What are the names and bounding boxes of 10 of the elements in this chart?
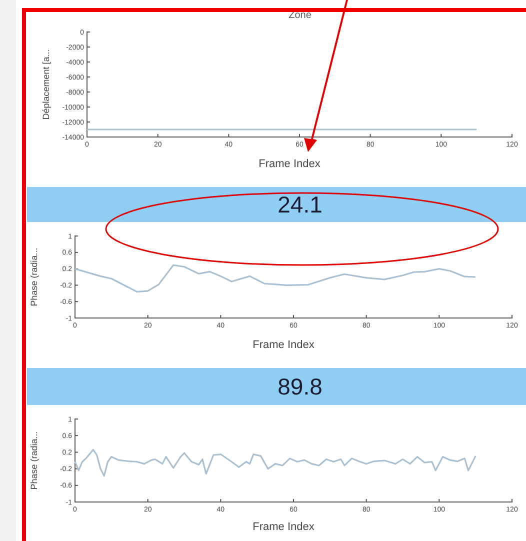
chart-title: 24.1: [278, 192, 322, 218]
y-axis-title: Déplacement [a...: [41, 49, 51, 120]
x-axis-title: Frame Index: [258, 158, 321, 170]
y-axis-title: Phase (radia...: [29, 248, 39, 306]
x-axis-title: Frame Index: [252, 339, 315, 351]
line-series: [74, 448, 476, 477]
line-series: [74, 264, 476, 293]
chart-title: 89.8: [278, 374, 322, 400]
x-axis-title: Frame Index: [252, 521, 315, 533]
y-axis-title: Phase (radia...: [29, 431, 39, 490]
